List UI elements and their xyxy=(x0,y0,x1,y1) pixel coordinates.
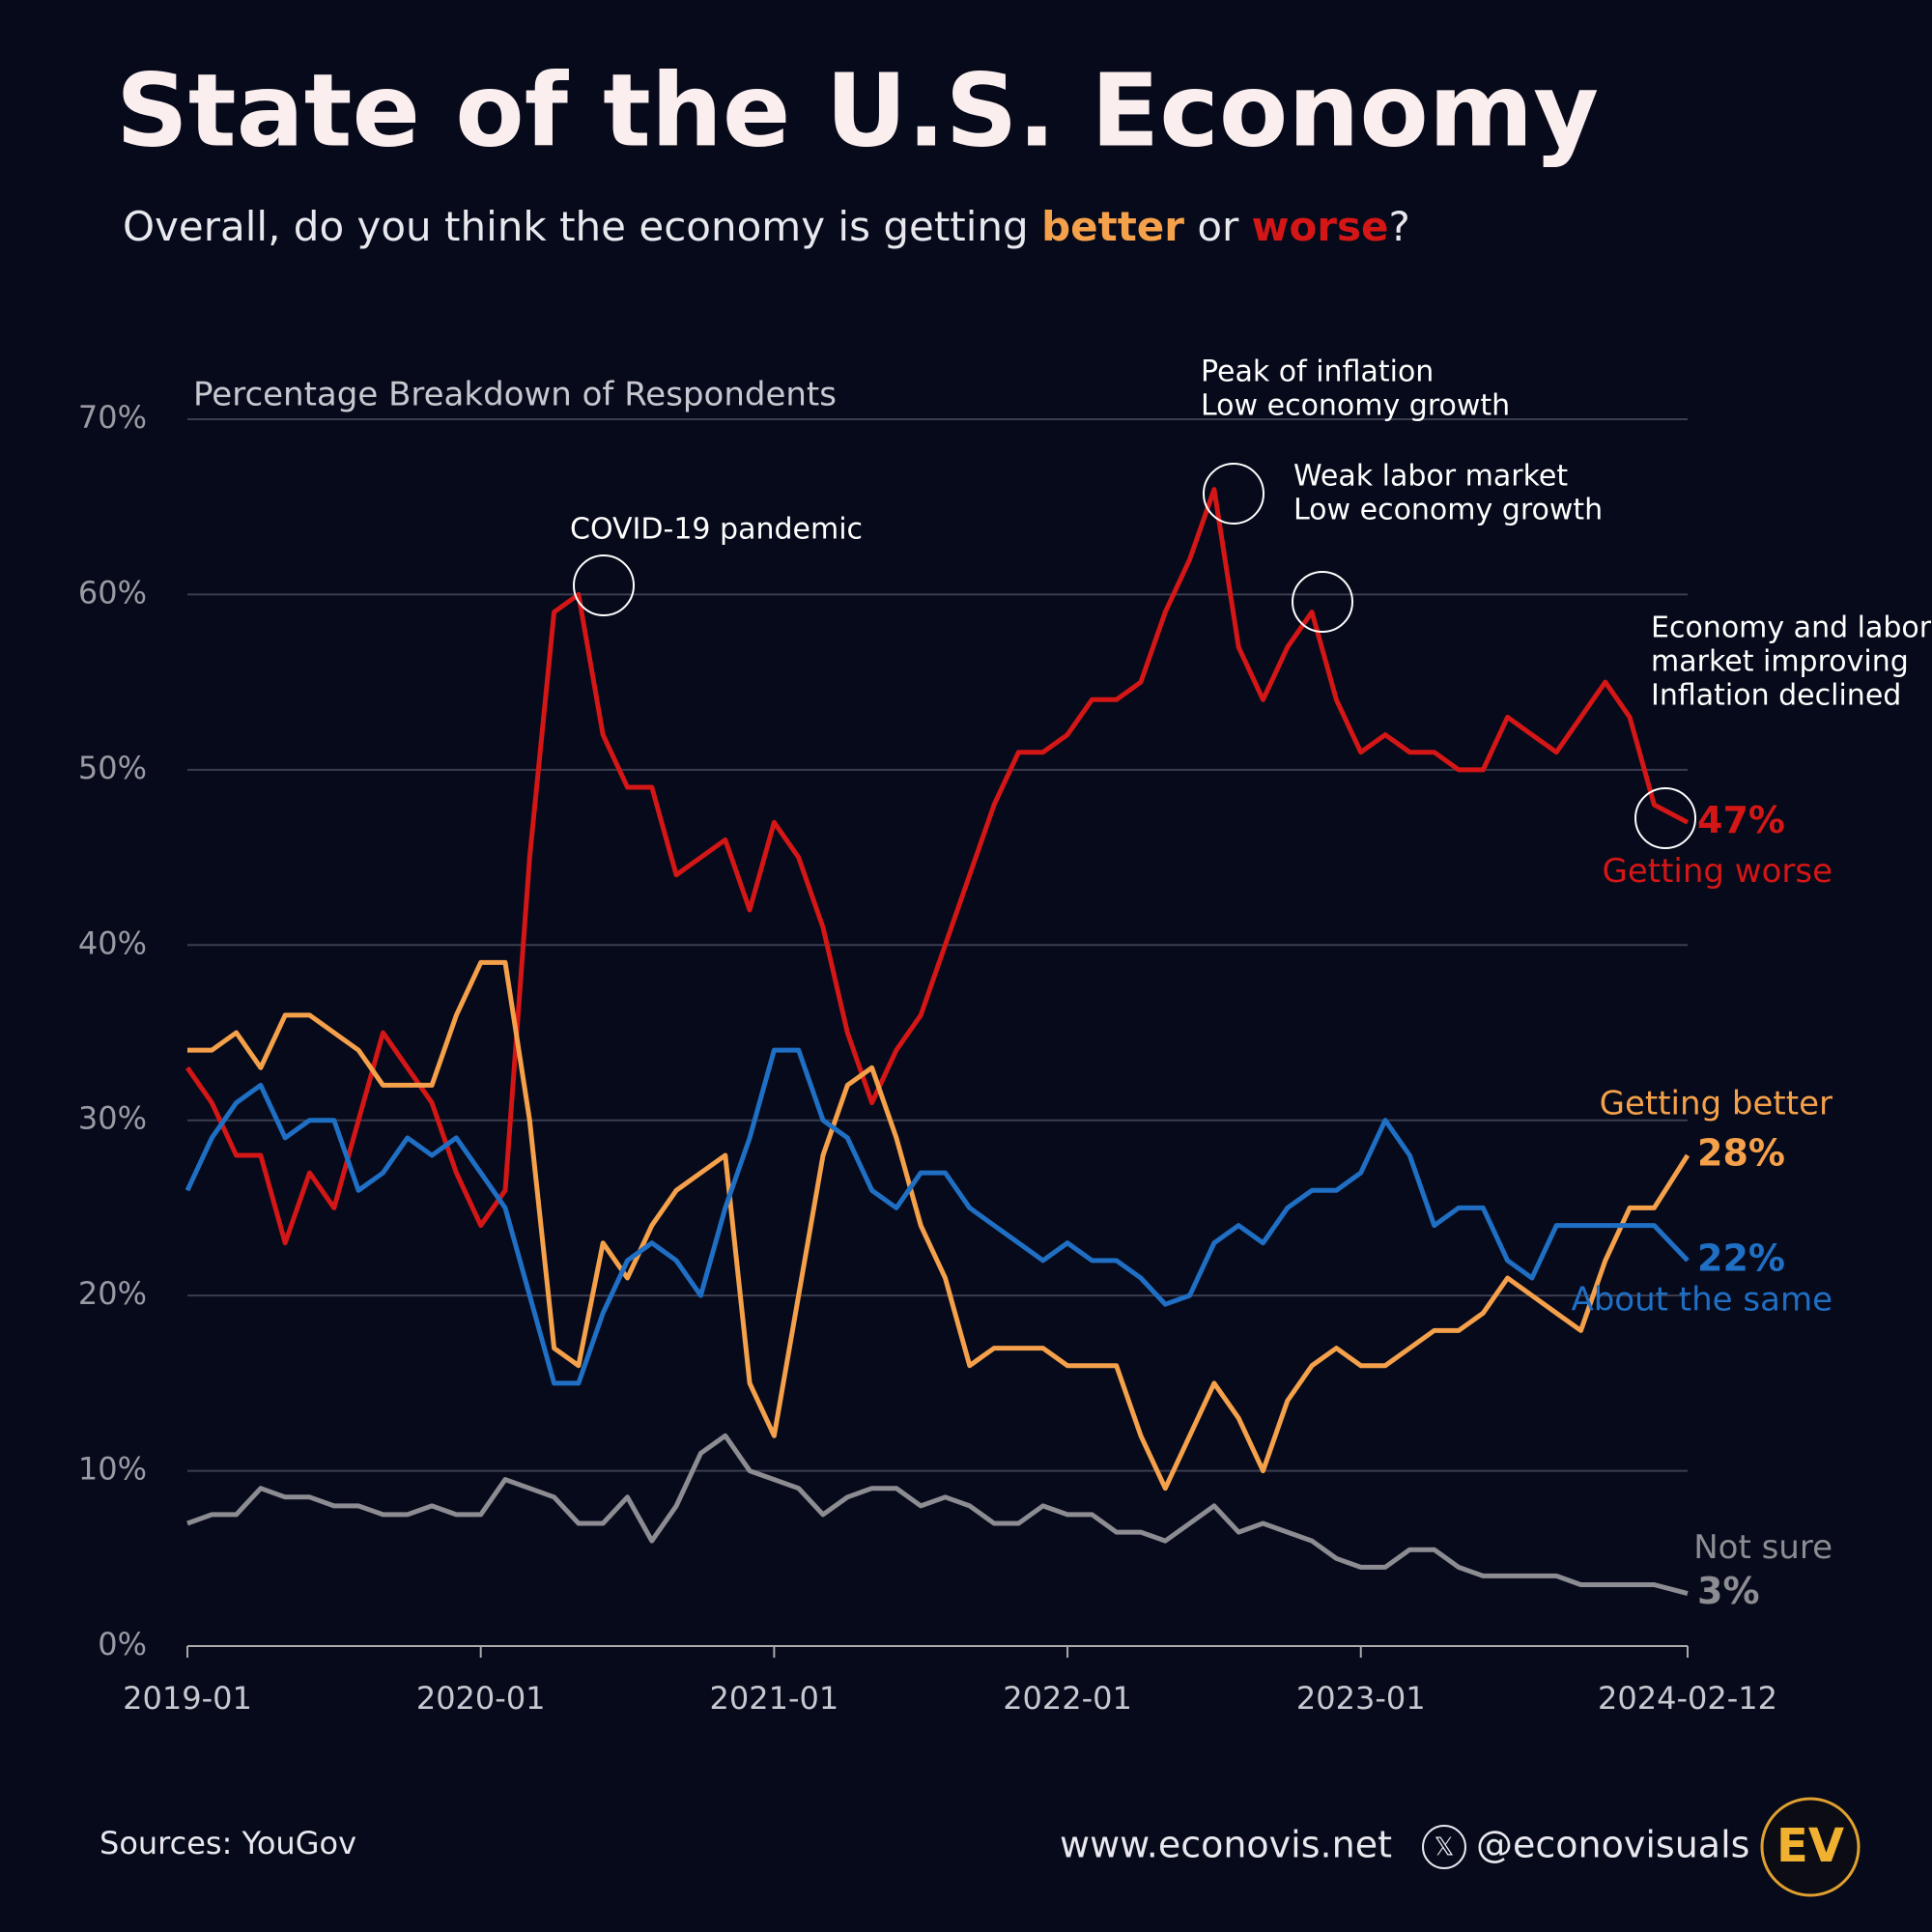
annotation-text: Weak labor market xyxy=(1293,460,1568,494)
annotation-text: Economy and labor xyxy=(1651,611,1932,645)
series-name: Not sure xyxy=(1693,1528,1833,1567)
logo xyxy=(1760,1797,1861,1897)
logo-text: EV xyxy=(1776,1819,1844,1873)
subtitle-part: worse xyxy=(1252,203,1389,250)
website: www.econovis.net xyxy=(1060,1824,1392,1866)
y-tick-label: 30% xyxy=(78,1100,147,1137)
annotation-text: Peak of inflation xyxy=(1201,355,1434,389)
x-tick-label: 2024-02-12 xyxy=(1598,1680,1777,1717)
series-line xyxy=(185,487,1690,1246)
subtitle-part: ? xyxy=(1389,203,1410,250)
annotation-text: COVID-19 pandemic xyxy=(570,513,863,547)
x-tick-label: 2022-01 xyxy=(1003,1680,1132,1717)
y-tick-label: 60% xyxy=(78,574,147,611)
end-value-label: 47% xyxy=(1697,799,1785,841)
series-name: About the same xyxy=(1571,1280,1833,1319)
source: Sources: YouGov xyxy=(99,1825,356,1861)
annotation-circle xyxy=(1203,463,1264,525)
annotation-circle xyxy=(573,554,635,616)
x-icon xyxy=(1422,1825,1466,1869)
series-line xyxy=(185,1047,1690,1386)
x-tick-label: 2021-01 xyxy=(710,1680,839,1717)
chart-subtitle: Overall, do you think the economy is get… xyxy=(123,203,1410,250)
subtitle-part: or xyxy=(1184,203,1252,250)
series-name: Getting worse xyxy=(1602,852,1833,891)
subtitle-part: Overall, do you think the economy is get… xyxy=(123,203,1041,250)
end-value-label: 3% xyxy=(1697,1570,1760,1612)
y-axis-label: Percentage Breakdown of Respondents xyxy=(193,376,837,414)
x-tick-label: 2023-01 xyxy=(1296,1680,1426,1717)
subtitle-part: better xyxy=(1041,203,1184,250)
y-tick-label: 40% xyxy=(78,924,147,961)
x-tick-label: 2019-01 xyxy=(123,1680,252,1717)
chart-title: State of the U.S. Economy xyxy=(116,51,1599,169)
annotation-text: Low economy growth xyxy=(1201,389,1510,423)
x-icon-glyph: 𝕏 xyxy=(1435,1833,1455,1862)
y-tick-label: 20% xyxy=(78,1275,147,1312)
end-value-label: 28% xyxy=(1697,1132,1785,1175)
series-line xyxy=(186,1433,1689,1597)
y-tick-label: 10% xyxy=(78,1451,147,1488)
annotation-text: market improving xyxy=(1651,645,1909,679)
series-name: Getting better xyxy=(1600,1085,1833,1123)
annotation-text: Low economy growth xyxy=(1293,494,1603,527)
x-tick-label: 2020-01 xyxy=(416,1680,546,1717)
y-tick-label: 0% xyxy=(98,1626,147,1662)
annotation-circle xyxy=(1634,787,1696,849)
handle: @econovisuals xyxy=(1476,1824,1749,1866)
end-value-label: 22% xyxy=(1697,1236,1785,1279)
y-tick-label: 50% xyxy=(78,750,147,786)
y-tick-label: 70% xyxy=(78,399,147,436)
series-line xyxy=(187,959,1690,1492)
annotation-text: Inflation declined xyxy=(1651,679,1901,713)
annotation-circle xyxy=(1292,571,1353,633)
